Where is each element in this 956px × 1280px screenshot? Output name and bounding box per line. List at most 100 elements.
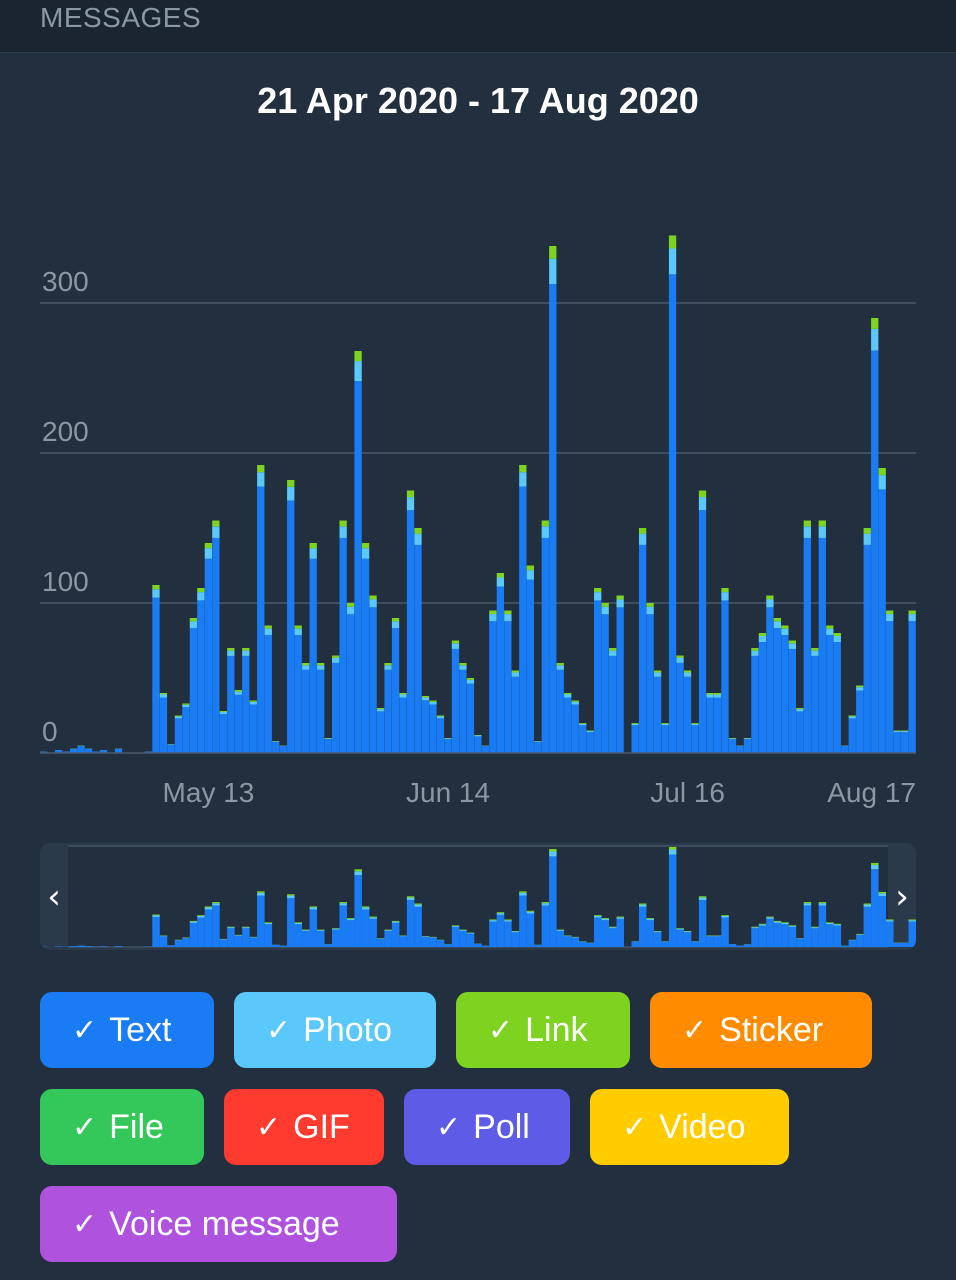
mini-bar-text <box>242 928 250 947</box>
bar-link <box>541 520 549 527</box>
bar-photo <box>796 709 804 712</box>
mini-bar-text <box>564 936 572 947</box>
check-icon: ✓ <box>72 1206 98 1242</box>
mini-bar-photo <box>758 924 767 926</box>
bar-link <box>174 715 183 717</box>
mini-bar-link <box>451 925 460 926</box>
bar-photo <box>616 599 624 608</box>
chevron-left-icon[interactable]: ‹ <box>47 876 61 917</box>
bar-link <box>204 543 213 549</box>
mini-bar-text <box>421 936 430 947</box>
bar-link <box>556 663 564 666</box>
bar-text <box>713 697 722 753</box>
mini-bar-link <box>369 916 377 918</box>
mini-bar-link <box>908 919 916 921</box>
bar-link <box>227 648 235 651</box>
bar-text <box>661 725 669 753</box>
bar-link <box>609 648 617 651</box>
bar-photo <box>631 723 639 726</box>
mini-bar-link <box>818 902 827 904</box>
filter-label: Text <box>109 1010 172 1049</box>
mini-bar-text <box>683 932 692 947</box>
mini-bar-photo <box>302 930 310 931</box>
range-navigator[interactable]: ‹ › <box>40 843 916 950</box>
mini-bar-photo <box>257 892 265 896</box>
mini-bar-link <box>264 922 273 923</box>
bar-link <box>758 633 767 636</box>
mini-bar-text <box>788 926 797 947</box>
bar-text <box>227 655 235 754</box>
bar-photo <box>354 361 362 382</box>
bar-photo <box>713 694 722 698</box>
mini-bar-link <box>309 906 318 908</box>
bar-link <box>384 663 392 666</box>
check-icon: ✓ <box>622 1109 648 1145</box>
bar-text <box>324 739 332 754</box>
mini-bar-link <box>287 894 295 896</box>
mini-bar-text <box>691 941 699 947</box>
filter-link-button[interactable]: ✓ Link <box>456 992 630 1068</box>
bar-text <box>609 655 617 754</box>
filter-poll-button[interactable]: ✓ Poll <box>404 1089 570 1165</box>
mini-bar-photo <box>511 931 520 933</box>
mini-bar-photo <box>406 897 415 901</box>
bar-photo <box>653 672 662 677</box>
bar-photo <box>429 701 437 705</box>
filter-file-button[interactable]: ✓ File <box>40 1089 204 1165</box>
mini-bar-photo <box>713 935 722 937</box>
bar-photo <box>309 548 317 559</box>
mini-bar-text <box>332 929 340 947</box>
filter-voice-message-button[interactable]: ✓ Voice message <box>40 1186 397 1262</box>
bar-link <box>901 730 909 732</box>
mini-bar-link <box>609 926 617 928</box>
filter-sticker-button[interactable]: ✓ Sticker <box>650 992 872 1068</box>
bar-text <box>818 537 826 753</box>
mini-bar-text <box>901 942 909 947</box>
bar-link <box>219 711 227 713</box>
mini-bar-text <box>459 930 467 947</box>
bar-text <box>781 635 789 753</box>
mini-bar-text <box>414 906 422 947</box>
bar-text <box>249 704 257 753</box>
mini-bar-link <box>361 906 370 908</box>
bar-text <box>856 690 864 753</box>
mini-bar-text <box>638 906 647 947</box>
bar-photo <box>174 716 183 719</box>
bar-text <box>556 669 564 753</box>
bar-link <box>264 625 272 629</box>
mini-bar-link <box>781 922 789 923</box>
bar-link <box>706 693 714 695</box>
bar-link <box>302 663 310 666</box>
bar-text <box>391 628 400 754</box>
bar-link <box>189 618 198 622</box>
bar-link <box>564 693 572 695</box>
mini-bar-text <box>391 922 400 947</box>
bar-link <box>451 640 460 644</box>
mini-bar-photo <box>878 893 887 897</box>
mini-bar-photo <box>698 897 707 901</box>
filter-video-button[interactable]: ✓ Video <box>590 1089 789 1165</box>
mini-bar-photo <box>571 937 580 938</box>
bar-link <box>549 246 557 259</box>
bar-text <box>773 628 782 754</box>
bar-text <box>159 697 168 753</box>
mini-bar-link <box>811 926 819 928</box>
bar-link <box>361 543 370 549</box>
mini-bar-text <box>848 940 857 947</box>
chevron-right-icon[interactable]: › <box>895 876 909 917</box>
bar-text <box>594 600 602 754</box>
mini-bar-text <box>376 938 385 947</box>
bar-text <box>406 510 415 753</box>
bar-link <box>616 595 624 600</box>
bar-photo <box>579 723 587 726</box>
bar-photo <box>878 475 886 490</box>
filter-text-button[interactable]: ✓ Text <box>40 992 214 1068</box>
mini-bar-photo <box>489 920 497 922</box>
mini-bar-text <box>272 944 280 947</box>
mini-bar-photo <box>803 903 812 906</box>
bar-link <box>691 723 699 724</box>
mini-bar-text <box>751 928 759 947</box>
filter-gif-button[interactable]: ✓ GIF <box>224 1089 384 1165</box>
bar-photo <box>496 577 505 587</box>
filter-photo-button[interactable]: ✓ Photo <box>234 992 436 1068</box>
